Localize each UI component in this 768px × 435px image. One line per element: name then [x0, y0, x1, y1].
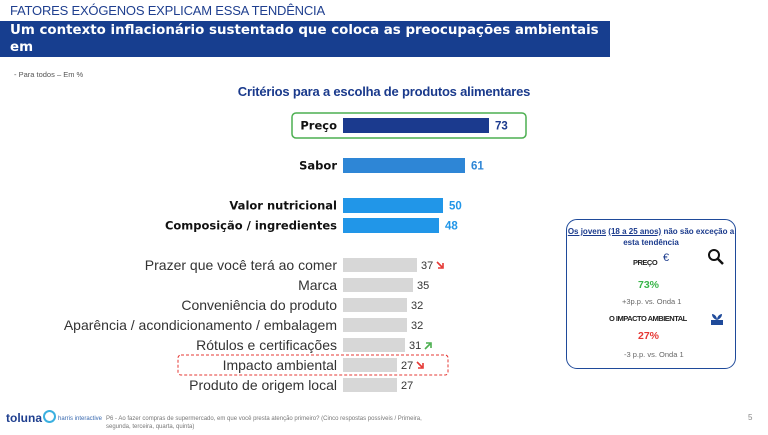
brand-ring-icon: [43, 410, 56, 423]
price-note: +3p.p. vs. Onda 1: [622, 297, 682, 306]
young-people-card: Os jovens (18 a 25 anos) não são exceção…: [566, 219, 736, 369]
highlight-frame-impacto-ambiental: [177, 354, 449, 376]
trend-down-icon-impacto-ambiental: [416, 361, 424, 369]
value-label-rotulos: 31: [409, 340, 421, 352]
slide-title: Um contexto inflacionário sustentado que…: [0, 21, 610, 72]
category-label-prazer: Prazer que você terá ao comer: [145, 257, 338, 273]
impact-note: -3 p.p. vs. Onda 1: [624, 350, 684, 359]
bar-rotulos: [343, 338, 405, 352]
category-label-composicao: Composição / ingredientes: [165, 219, 337, 233]
bar-composicao: [343, 218, 439, 233]
value-label-aparencia: 32: [411, 320, 423, 332]
magnifier-icon: [708, 249, 724, 265]
bar-marca: [343, 278, 413, 292]
category-label-valor-nutricional: Valor nutricional: [229, 199, 337, 213]
price-label: PREÇO: [633, 258, 658, 267]
euro-icon: €: [663, 252, 670, 264]
bar-origem-local: [343, 378, 397, 392]
value-label-impacto-ambiental: 27: [401, 360, 413, 372]
trend-down-icon-prazer: [436, 261, 444, 269]
title-line-2: segundo plano e reforça o preço como o e…: [10, 57, 546, 72]
value-label-preco: 73: [495, 121, 508, 133]
category-label-preco: Preço: [300, 119, 337, 133]
value-label-conveniencia: 32: [411, 300, 423, 312]
card-header-age: (18 a 25 anos): [608, 227, 662, 236]
value-label-prazer: 37: [421, 260, 433, 272]
bar-valor-nutricional: [343, 198, 443, 213]
bar-prazer: [343, 258, 417, 272]
value-label-valor-nutricional: 50: [449, 201, 462, 213]
title-line-1: Um contexto inflacionário sustentado que…: [10, 23, 599, 55]
value-label-sabor: 61: [471, 161, 484, 173]
highlight-frame-preco: [291, 112, 527, 139]
bar-sabor: [343, 158, 465, 173]
category-label-conveniencia: Conveniência do produto: [181, 297, 337, 313]
bar-aparencia: [343, 318, 407, 332]
value-label-marca: 35: [417, 280, 429, 292]
card-header: Os jovens (18 a 25 anos) não são exceção…: [567, 226, 735, 248]
kicker: FATORES EXÓGENOS EXPLICAM ESSA TENDÊNCIA: [10, 3, 325, 18]
card-header-suffix: não são exceção a esta tendência: [623, 227, 735, 247]
category-label-impacto-ambiental: Impacto ambiental: [223, 357, 337, 373]
chart-title: Critérios para a escolha de produtos ali…: [237, 84, 531, 99]
trend-up-icon-rotulos: [424, 342, 432, 350]
value-label-origem-local: 27: [401, 380, 413, 392]
base-note: - Para todos – Em %: [14, 70, 84, 79]
category-label-marca: Marca: [298, 277, 337, 293]
category-label-origem-local: Produto de origem local: [189, 377, 337, 393]
bar-preco: [343, 118, 489, 133]
question-footnote: P6 - Ao fazer compras de supermercado, e…: [106, 416, 422, 430]
brand-logo: toluna harris interactive: [6, 410, 102, 425]
card-header-prefix: Os jovens: [567, 227, 607, 236]
bar-conveniencia: [343, 298, 407, 312]
bar-impacto-ambiental: [343, 358, 397, 372]
value-label-composicao: 48: [445, 221, 458, 233]
category-label-aparencia: Aparência / acondicionamento / embalagem: [64, 317, 337, 333]
brand-name: toluna: [6, 411, 42, 425]
impact-label: O IMPACTO AMBIENTAL: [609, 314, 687, 323]
category-label-sabor: Sabor: [299, 159, 337, 173]
ecology-icon: [711, 314, 723, 325]
price-value: 73%: [638, 279, 660, 291]
impact-value: 27%: [638, 330, 660, 342]
brand-sub: harris interactive: [58, 415, 103, 422]
category-label-rotulos: Rótulos e certificações: [196, 337, 337, 353]
page-number: 5: [748, 413, 753, 422]
